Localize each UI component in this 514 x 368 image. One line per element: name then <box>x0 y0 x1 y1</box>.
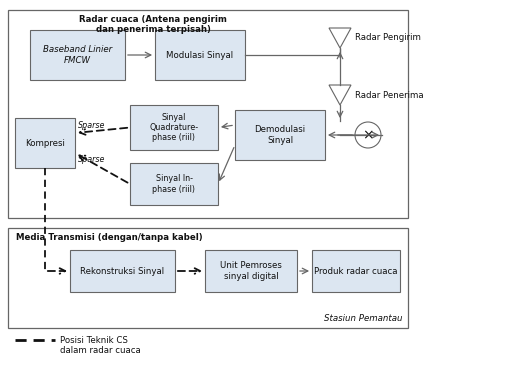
Text: Rekonstruksi Sinyal: Rekonstruksi Sinyal <box>80 266 164 276</box>
Text: Unit Pemroses
sinyal digital: Unit Pemroses sinyal digital <box>220 261 282 281</box>
Text: Kompresi: Kompresi <box>25 138 65 148</box>
Bar <box>30 30 125 80</box>
Bar <box>8 228 408 328</box>
Text: Sinyal
Quadrature-
phase (riil): Sinyal Quadrature- phase (riil) <box>150 113 198 142</box>
Bar <box>8 10 408 218</box>
Text: ×: × <box>362 128 374 142</box>
Bar <box>70 250 175 292</box>
Bar <box>130 105 218 150</box>
Text: Stasiun Pemantau: Stasiun Pemantau <box>324 314 403 323</box>
Text: Radar Penerima: Radar Penerima <box>355 91 424 99</box>
Text: Posisi Teknik CS
dalam radar cuaca: Posisi Teknik CS dalam radar cuaca <box>60 336 141 355</box>
Text: Radar cuaca (Antena pengirim
dan penerima terpisah): Radar cuaca (Antena pengirim dan penerim… <box>79 15 227 34</box>
Text: Sparse: Sparse <box>78 121 105 131</box>
Text: Modulasi Sinyal: Modulasi Sinyal <box>167 50 233 60</box>
Bar <box>155 30 245 80</box>
Bar <box>235 110 325 160</box>
Bar <box>205 250 297 292</box>
Text: Radar Pengirim: Radar Pengirim <box>355 33 421 42</box>
Text: Baseband Linier
FMCW: Baseband Linier FMCW <box>43 45 112 65</box>
Text: Sinyal In-
phase (riil): Sinyal In- phase (riil) <box>153 174 195 194</box>
Text: Demodulasi
Sinyal: Demodulasi Sinyal <box>254 125 305 145</box>
Bar <box>312 250 400 292</box>
Text: Produk radar cuaca: Produk radar cuaca <box>314 266 398 276</box>
Bar <box>130 163 218 205</box>
Text: Media Transmisi (dengan/tanpa kabel): Media Transmisi (dengan/tanpa kabel) <box>16 233 203 242</box>
Bar <box>15 118 75 168</box>
Text: Sparse: Sparse <box>78 156 105 164</box>
